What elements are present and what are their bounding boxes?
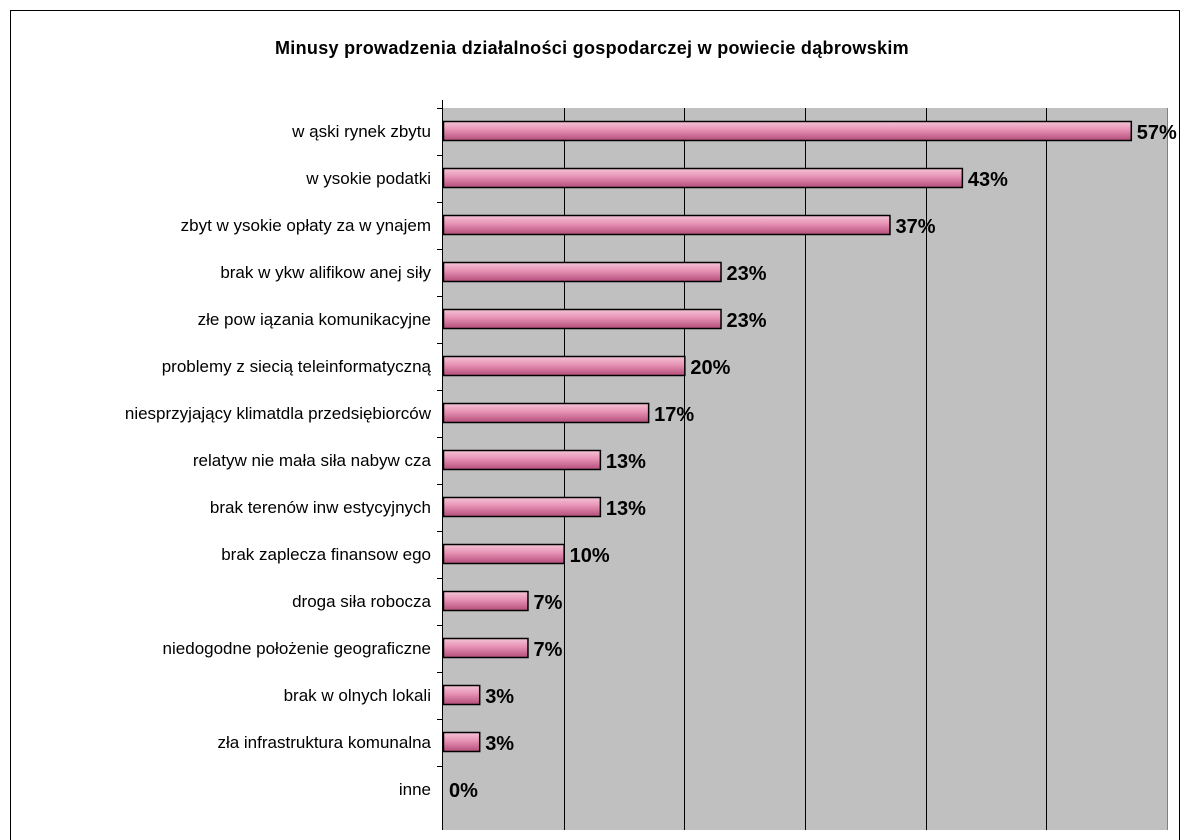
value-label: 13% (606, 451, 646, 473)
category-label: złe pow iązania komunikacyjne (198, 310, 431, 329)
bar (442, 684, 481, 706)
bar (442, 543, 565, 565)
value-label: 3% (485, 686, 514, 708)
value-label: 10% (570, 545, 610, 567)
bar (442, 214, 891, 236)
category-label: relatyw nie mała siła nabyw cza (193, 451, 432, 470)
category-label: brak terenów inw estycyjnych (210, 498, 431, 517)
value-label: 13% (606, 498, 646, 520)
category-label: brak w olnych lokali (284, 686, 431, 705)
value-label: 37% (895, 216, 935, 238)
category-label: zła infrastruktura komunalna (217, 733, 431, 752)
category-label: niedogodne położenie geograficzne (163, 639, 431, 658)
value-label: 43% (968, 169, 1008, 191)
value-label: 23% (727, 310, 767, 332)
value-label: 3% (485, 733, 514, 755)
value-label: 17% (654, 404, 694, 426)
category-label: problemy z siecią teleinformatyczną (162, 357, 432, 376)
bar (442, 496, 602, 518)
bar (442, 449, 602, 471)
value-label: 7% (533, 639, 562, 661)
category-label: zbyt w ysokie opłaty za w ynajem (181, 216, 431, 235)
category-label: niesprzyjający klimatdla przedsiębiorców (125, 404, 432, 423)
category-label: droga siła robocza (292, 592, 431, 611)
bar (442, 308, 722, 330)
value-label: 20% (690, 357, 730, 379)
bar (442, 167, 964, 189)
value-label: 0% (449, 780, 478, 802)
chart-title: Minusy prowadzenia działalności gospodar… (275, 38, 909, 58)
category-label: inne (399, 780, 431, 799)
category-label: brak w ykw alifikow anej siły (220, 263, 431, 282)
bar (442, 261, 722, 283)
value-label: 57% (1137, 122, 1177, 144)
bar (442, 402, 650, 424)
bar (442, 637, 529, 659)
bar (442, 120, 1133, 142)
bar (442, 731, 481, 753)
value-label: 23% (727, 263, 767, 285)
value-label: 7% (533, 592, 562, 614)
category-label: w ąski rynek zbytu (291, 122, 431, 141)
bar (442, 355, 686, 377)
category-label: brak zaplecza finansow ego (221, 545, 431, 564)
category-label: w ysokie podatki (305, 169, 431, 188)
bar (442, 590, 529, 612)
